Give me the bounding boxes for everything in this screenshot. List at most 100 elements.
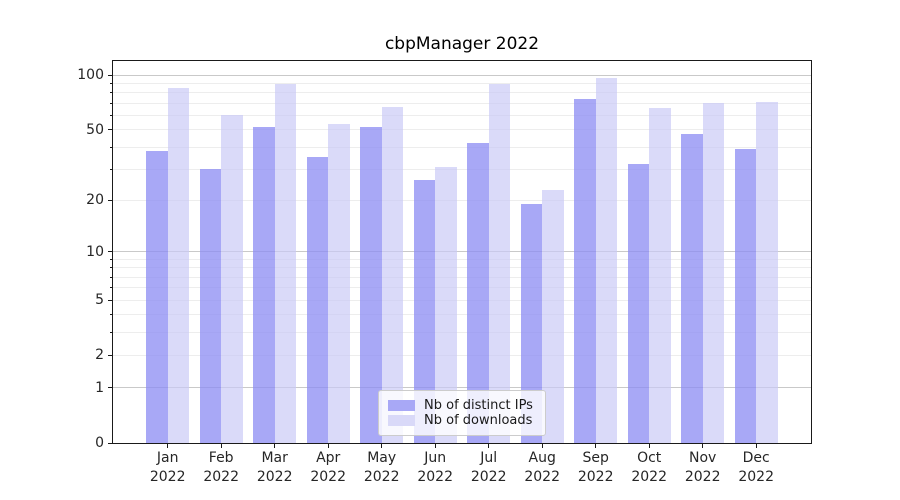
x-tick-label-line: 2022	[203, 469, 239, 485]
x-tick-may	[381, 444, 383, 448]
legend-label-downloads: Nb of downloads	[424, 413, 533, 428]
plot-area: Nb of distinct IPs Nb of downloads	[112, 60, 812, 444]
bar-downloads-sep	[595, 77, 618, 443]
bar-ips-nov	[681, 134, 703, 443]
x-tick-oct	[648, 444, 650, 448]
gridline-7	[113, 276, 811, 278]
gridline-2	[113, 354, 811, 356]
y-minortick-8	[110, 267, 113, 269]
legend-label-ips: Nb of distinct IPs	[424, 398, 533, 413]
bar-downloads-jun	[435, 166, 457, 443]
x-tick-apr	[327, 444, 329, 448]
x-tick-label-line: 2022	[470, 469, 507, 485]
y-tick-100	[108, 74, 112, 76]
x-tick-aug	[541, 444, 543, 448]
bar-downloads-jul	[488, 83, 511, 443]
y-tick-5	[108, 299, 112, 301]
y-minortick-9	[110, 259, 113, 260]
legend-swatch-ips	[388, 400, 415, 411]
y-minortick-6	[110, 287, 113, 289]
bar-ips-mar	[253, 126, 275, 443]
y-tick-50	[108, 129, 112, 131]
x-tick-label-line: Jun	[424, 450, 447, 466]
gridline-100	[113, 74, 811, 76]
gridline-50	[113, 129, 811, 131]
y-tick-label-100: 100	[77, 67, 104, 84]
x-tick-label-line: Sep	[582, 450, 609, 466]
bar-downloads-jan	[167, 88, 190, 443]
x-tick-label-line: Jul	[480, 450, 498, 466]
x-tick-label-line: 2022	[577, 469, 614, 485]
gridline-60	[113, 114, 811, 116]
x-tick-jul	[488, 444, 490, 448]
x-tick-label-line: 2022	[256, 469, 293, 485]
gridline-90	[113, 83, 811, 85]
y-tick-label-2: 2	[95, 347, 104, 364]
y-tick-2	[108, 354, 112, 356]
gridline-9	[113, 259, 811, 260]
x-tick-mar	[274, 444, 276, 448]
y-tick-0	[108, 442, 112, 444]
y-minortick-7	[110, 276, 113, 278]
x-tick-label-may: May 2022	[350, 449, 414, 487]
y-tick-20	[108, 199, 112, 201]
bar-ips-jan	[146, 151, 168, 443]
y-tick-1	[108, 387, 112, 389]
x-tick-label-line: 2022	[631, 469, 667, 485]
y-minortick-3	[110, 332, 113, 334]
legend-item-ips: Nb of distinct IPs	[388, 398, 536, 413]
x-tick-label-line: 2022	[417, 469, 453, 485]
bar-downloads-apr	[328, 123, 350, 443]
x-tick-feb	[220, 444, 222, 448]
gridline-30	[113, 168, 811, 170]
bar-downloads-may	[381, 106, 404, 443]
x-tick-label-dec: Dec 2022	[724, 449, 788, 487]
x-tick-label-line: 2022	[738, 469, 774, 485]
x-tick-label-line: 2022	[524, 469, 560, 485]
x-tick-label-line: Jan	[156, 450, 179, 466]
x-tick-jun	[434, 444, 436, 448]
x-tick-label-mar: Mar 2022	[243, 449, 307, 487]
gridline-6	[113, 287, 811, 289]
bar-downloads-nov	[702, 103, 725, 443]
x-tick-label-line: 2022	[310, 469, 346, 485]
x-tick-label-jan: Jan 2022	[136, 449, 200, 487]
y-tick-label-0: 0	[95, 435, 104, 451]
gridline-10	[113, 251, 811, 253]
x-tick-label-line: 2022	[149, 469, 186, 485]
bar-ips-may	[360, 126, 382, 443]
bar-downloads-aug	[542, 189, 564, 443]
y-minortick-80	[110, 92, 113, 94]
bar-downloads-oct	[649, 107, 671, 443]
x-tick-label-line: 2022	[684, 469, 721, 485]
y-minortick-30	[110, 168, 113, 170]
x-tick-label-line: Dec	[742, 450, 770, 466]
x-tick-nov	[702, 444, 704, 448]
x-tick-label-line: Apr	[316, 450, 341, 466]
chart-title: cbpManager 2022	[384, 34, 540, 54]
x-tick-label-jun: Jun 2022	[403, 449, 467, 487]
bar-ips-apr	[306, 157, 329, 443]
gridline-1	[113, 387, 811, 389]
bar-ips-oct	[627, 164, 650, 443]
gridline-3	[113, 332, 811, 334]
bar-downloads-feb	[221, 115, 243, 443]
y-tick-label-5: 5	[95, 292, 104, 309]
y-tick-label-10: 10	[86, 243, 104, 260]
legend-swatch-downloads	[388, 415, 415, 426]
y-minortick-60	[110, 114, 113, 116]
y-minortick-40	[110, 146, 113, 148]
x-tick-label-nov: Nov 2022	[671, 449, 735, 487]
x-tick-label-aug: Aug 2022	[510, 449, 574, 487]
bar-downloads-dec	[756, 102, 778, 443]
x-tick-label-line: Aug	[528, 450, 556, 466]
x-tick-label-jul: Jul 2022	[457, 449, 521, 487]
x-tick-label-line: 2022	[363, 469, 400, 485]
bar-ips-feb	[199, 169, 222, 443]
gridline-70	[113, 102, 811, 104]
bar-ips-sep	[574, 98, 596, 443]
x-tick-dec	[755, 444, 757, 448]
gridline-20	[113, 199, 811, 201]
y-tick-label-50: 50	[86, 121, 104, 138]
gridline-40	[113, 146, 811, 148]
